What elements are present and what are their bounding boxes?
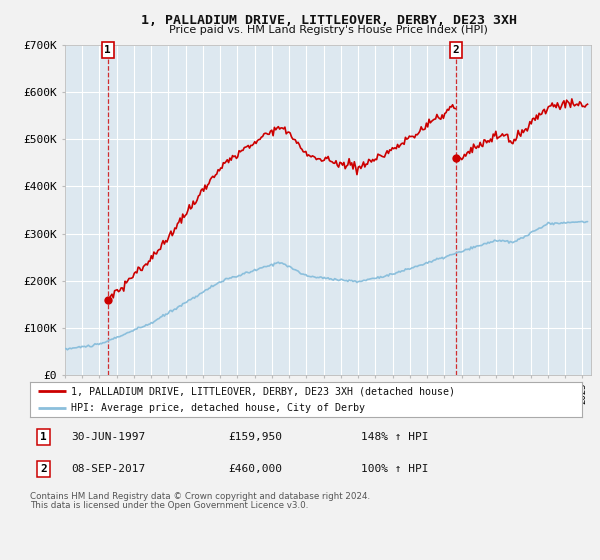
Text: 1: 1 (104, 45, 111, 55)
Text: 1, PALLADIUM DRIVE, LITTLEOVER, DERBY, DE23 3XH: 1, PALLADIUM DRIVE, LITTLEOVER, DERBY, D… (141, 14, 517, 27)
Text: HPI: Average price, detached house, City of Derby: HPI: Average price, detached house, City… (71, 403, 365, 413)
Text: Price paid vs. HM Land Registry's House Price Index (HPI): Price paid vs. HM Land Registry's House … (169, 25, 488, 35)
Text: 1, PALLADIUM DRIVE, LITTLEOVER, DERBY, DE23 3XH (detached house): 1, PALLADIUM DRIVE, LITTLEOVER, DERBY, D… (71, 386, 455, 396)
Text: 08-SEP-2017: 08-SEP-2017 (71, 464, 146, 474)
Text: 1: 1 (40, 432, 47, 442)
Text: 30-JUN-1997: 30-JUN-1997 (71, 432, 146, 442)
Text: 2: 2 (40, 464, 47, 474)
Text: Contains HM Land Registry data © Crown copyright and database right 2024.: Contains HM Land Registry data © Crown c… (30, 492, 370, 501)
Text: £460,000: £460,000 (229, 464, 283, 474)
Text: £159,950: £159,950 (229, 432, 283, 442)
Text: This data is licensed under the Open Government Licence v3.0.: This data is licensed under the Open Gov… (30, 501, 308, 510)
Text: 100% ↑ HPI: 100% ↑ HPI (361, 464, 428, 474)
Text: 2: 2 (453, 45, 460, 55)
Text: 148% ↑ HPI: 148% ↑ HPI (361, 432, 428, 442)
